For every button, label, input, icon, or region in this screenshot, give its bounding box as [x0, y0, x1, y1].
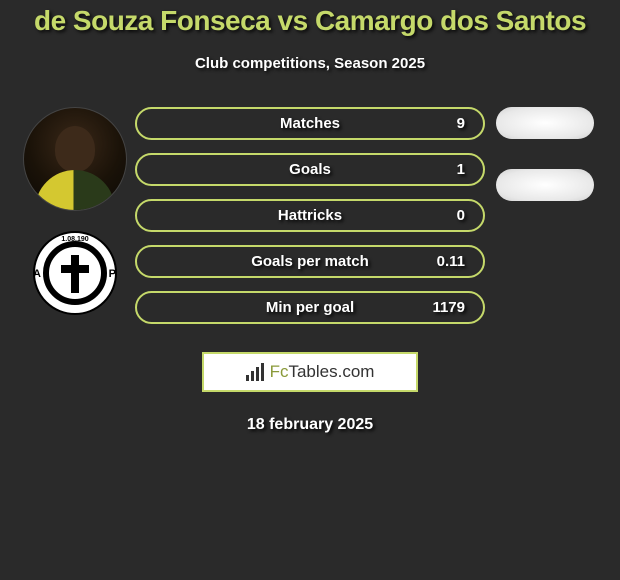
player-photo-placeholder [496, 107, 594, 139]
club-logo-placeholder [496, 169, 594, 201]
bottom-blank-area [0, 450, 620, 580]
right-column [485, 102, 605, 201]
stat-label: Matches [155, 115, 465, 132]
chart-icon [246, 363, 268, 381]
stat-row-goals-per-match: Goals per match 0.11 [135, 245, 485, 278]
branding-banner: FcTables.com [202, 352, 418, 392]
stat-label: Goals [155, 161, 465, 178]
branding-prefix: Fc [270, 362, 289, 381]
stat-row-min-per-goal: Min per goal 1179 [135, 291, 485, 324]
subtitle: Club competitions, Season 2025 [0, 55, 620, 72]
branding-text: FcTables.com [270, 362, 375, 382]
branding-suffix: Tables.com [288, 362, 374, 381]
stats-column: Matches 9 Goals 1 Hattricks 0 Goals per … [135, 102, 485, 324]
club-logo-cross-icon [71, 255, 79, 293]
stat-value: 1 [457, 161, 465, 178]
stat-value: 1179 [432, 299, 465, 316]
stat-label: Min per goal [155, 299, 465, 316]
stat-label: Goals per match [155, 253, 465, 270]
date-text: 18 february 2025 [0, 416, 620, 434]
club-logo-letters-right: P [109, 268, 117, 280]
club-logo: 1.08.190 A P [33, 231, 117, 315]
stat-value: 9 [457, 115, 465, 132]
player-photo [23, 107, 127, 211]
club-logo-inner [43, 241, 107, 305]
club-logo-letters-left: A [33, 268, 42, 280]
stat-row-matches: Matches 9 [135, 107, 485, 140]
stat-row-goals: Goals 1 [135, 153, 485, 186]
page-title: de Souza Fonseca vs Camargo dos Santos [0, 5, 620, 37]
main-row: 1.08.190 A P Matches 9 Goals 1 Hattricks… [0, 102, 620, 332]
left-column: 1.08.190 A P [15, 102, 135, 315]
comparison-card: de Souza Fonseca vs Camargo dos Santos C… [0, 0, 620, 450]
stat-value: 0.11 [437, 253, 465, 270]
stat-value: 0 [457, 207, 465, 224]
stat-label: Hattricks [155, 207, 465, 224]
stat-row-hattricks: Hattricks 0 [135, 199, 485, 232]
